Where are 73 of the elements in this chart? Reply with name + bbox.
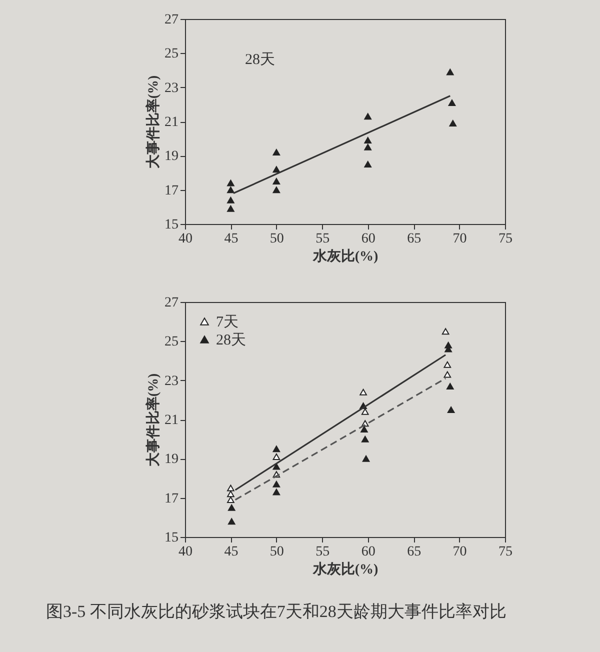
y-tick-label: 19 (164, 452, 178, 468)
x-tick-label: 50 (270, 232, 284, 246)
x-tick-label: 60 (361, 232, 376, 246)
point (272, 446, 280, 452)
point (227, 186, 234, 194)
point (360, 388, 367, 396)
point (444, 371, 452, 378)
y-tick-label: 21 (164, 413, 178, 428)
legend-label: 7天 (216, 314, 238, 330)
point (228, 504, 236, 511)
point (448, 99, 456, 106)
point (361, 408, 369, 415)
point (272, 480, 280, 488)
point (228, 518, 236, 525)
y-tick-label: 19 (164, 149, 178, 164)
point (227, 196, 234, 204)
caption: 图3-5 不同水灰比的砂浆试块在7天和28天龄期大事件比率对比 (46, 602, 506, 621)
x-tick-label: 40 (178, 232, 192, 246)
point (227, 490, 234, 498)
y-tick-label: 21 (164, 115, 178, 130)
point (364, 113, 372, 120)
point (364, 137, 372, 144)
point (272, 463, 280, 470)
point (227, 205, 234, 212)
x-tick-label: 60 (361, 544, 376, 560)
point (449, 120, 457, 126)
x-axis-title: 水灰比(%) (312, 562, 378, 578)
point (272, 186, 280, 194)
y-tick-label: 17 (164, 491, 178, 506)
y-tick-label: 23 (164, 374, 178, 389)
x-tick-label: 65 (407, 544, 422, 560)
x-axis-title: 水灰比(%) (312, 248, 378, 264)
x-tick-label: 70 (452, 232, 467, 246)
point (446, 382, 454, 390)
x-tick-label: 40 (178, 544, 192, 560)
point (272, 149, 280, 156)
point (272, 488, 280, 496)
point (447, 406, 455, 413)
x-tick-label: 55 (316, 544, 330, 560)
y-axis-title: 大事件比率(%) (144, 75, 162, 169)
point (362, 455, 370, 462)
point (272, 166, 280, 173)
y-tick-label: 25 (164, 46, 178, 62)
y-tick-label: 25 (164, 334, 178, 350)
point (444, 361, 452, 368)
y-tick-label: 15 (164, 218, 178, 232)
x-tick-label: 45 (224, 544, 238, 560)
x-tick-label: 75 (498, 544, 512, 560)
y-axis-title: 大事件比率(%) (144, 373, 162, 467)
legend-label: 28天 (216, 332, 246, 348)
point (446, 68, 454, 76)
point (227, 484, 234, 492)
point (361, 436, 369, 442)
point (364, 160, 372, 168)
y-tick-label: 15 (164, 530, 178, 546)
x-tick-label: 45 (224, 232, 238, 246)
point (272, 453, 280, 460)
point (227, 496, 234, 504)
point (272, 178, 280, 185)
x-tick-label: 75 (498, 232, 512, 246)
x-tick-label: 70 (452, 544, 467, 560)
x-tick-label: 55 (316, 232, 330, 246)
x-tick-label: 65 (407, 232, 422, 246)
point (360, 426, 368, 433)
y-tick-label: 27 (164, 12, 178, 28)
point (442, 328, 450, 335)
y-tick-label: 17 (164, 183, 178, 198)
y-tick-label: 23 (164, 80, 178, 96)
x-tick-label: 50 (270, 544, 284, 560)
annotation: 28天 (245, 52, 275, 68)
point (364, 144, 372, 150)
point (227, 180, 234, 186)
y-tick-label: 27 (164, 296, 178, 310)
